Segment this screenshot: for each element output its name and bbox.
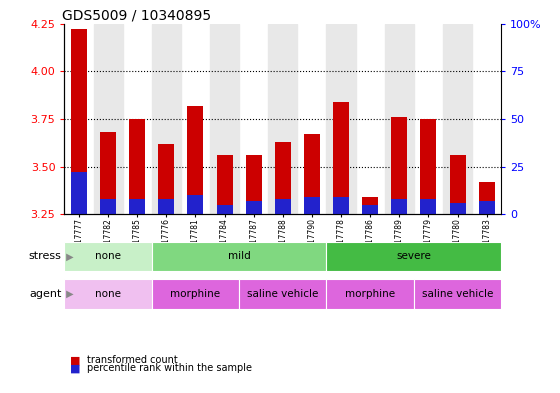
Bar	[210, 24, 239, 214]
Bar	[421, 119, 436, 214]
Bar	[326, 24, 356, 214]
Text: ▶: ▶	[63, 252, 73, 261]
Text: none: none	[95, 289, 121, 299]
Bar	[158, 199, 174, 214]
Text: percentile rank within the sample: percentile rank within the sample	[87, 363, 252, 373]
Bar	[152, 24, 181, 214]
Bar	[326, 242, 501, 271]
Text: none: none	[95, 252, 121, 261]
Text: ▶: ▶	[63, 289, 73, 299]
Bar	[391, 199, 407, 214]
Bar	[100, 132, 116, 214]
Bar	[362, 205, 378, 214]
Bar	[217, 205, 232, 214]
Text: transformed count: transformed count	[87, 355, 178, 365]
Bar	[450, 155, 465, 214]
Bar	[94, 24, 123, 214]
Bar	[152, 242, 326, 271]
Bar	[304, 197, 320, 214]
Bar	[129, 199, 145, 214]
Text: ■: ■	[70, 355, 81, 365]
Bar	[304, 134, 320, 214]
Bar	[479, 182, 494, 214]
Bar	[479, 201, 494, 214]
Bar	[268, 24, 297, 214]
Bar	[158, 144, 174, 214]
Bar	[275, 142, 291, 214]
Bar	[129, 119, 145, 214]
Bar	[152, 279, 239, 309]
Bar	[385, 24, 414, 214]
Text: severe: severe	[396, 252, 431, 261]
Bar	[217, 155, 232, 214]
Text: morphine: morphine	[345, 289, 395, 299]
Bar	[421, 199, 436, 214]
Bar	[71, 29, 87, 214]
Bar	[391, 117, 407, 214]
Bar	[443, 24, 472, 214]
Text: agent: agent	[29, 289, 62, 299]
Bar	[188, 195, 203, 214]
Text: morphine: morphine	[170, 289, 221, 299]
Bar	[71, 172, 87, 214]
Text: saline vehicle: saline vehicle	[247, 289, 319, 299]
Bar	[275, 199, 291, 214]
Bar	[333, 102, 349, 214]
Text: saline vehicle: saline vehicle	[422, 289, 493, 299]
Bar	[450, 203, 465, 214]
Bar	[239, 279, 326, 309]
Bar	[246, 155, 262, 214]
Bar	[362, 197, 378, 214]
Bar	[64, 279, 152, 309]
Text: GDS5009 / 10340895: GDS5009 / 10340895	[62, 8, 211, 22]
Text: ■: ■	[70, 363, 81, 373]
Bar	[246, 201, 262, 214]
Bar	[64, 242, 152, 271]
Bar	[326, 279, 414, 309]
Bar	[333, 197, 349, 214]
Bar	[188, 106, 203, 214]
Text: stress: stress	[29, 252, 62, 261]
Text: mild: mild	[228, 252, 250, 261]
Bar	[100, 199, 116, 214]
Bar	[414, 279, 501, 309]
